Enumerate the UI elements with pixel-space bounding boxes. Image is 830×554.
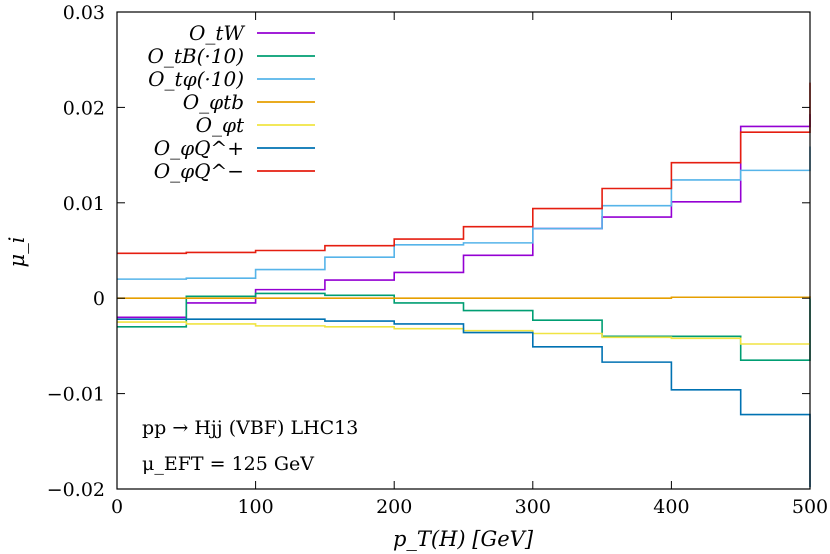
y-tick-label-5: 0.03 <box>63 2 105 24</box>
plot-frame <box>116 11 811 490</box>
legend-label-5: O_φQ^+ <box>154 136 244 160</box>
legend-label-0: O_tW <box>189 21 245 45</box>
series-line-3 <box>117 296 811 299</box>
legend-label-2: O_tφ(·10) <box>148 67 244 91</box>
x-tick-label-0: 0 <box>111 496 123 518</box>
series-line-6 <box>117 82 811 255</box>
y-tick-label-2: 0 <box>93 288 105 310</box>
annotation-process: pp → Hjj (VBF) LHC13 <box>142 417 358 439</box>
series-layer <box>117 82 811 488</box>
y-axis-title: μ_i <box>5 237 29 268</box>
x-tick-label-4: 400 <box>653 496 689 518</box>
y-tick-label-3: 0.01 <box>63 193 105 215</box>
legend-label-4: O_φt <box>196 113 245 137</box>
x-tick-label-2: 200 <box>376 496 412 518</box>
annotation-scale: μ_EFT = 125 GeV <box>142 453 314 475</box>
ticks-layer: 0 100 200 300 400 500 −0.02 −0.01 0 0.01 0.02 0.03 <box>47 2 828 518</box>
y-tick-label-1: −0.01 <box>47 384 105 406</box>
y-tick-label-4: 0.02 <box>63 97 105 119</box>
legend: O_tWO_tB(·10)O_tφ(·10)O_φtbO_φtO_φQ^+O_φ… <box>147 21 315 183</box>
x-axis-title: p_T(H) [GeV] <box>393 527 534 551</box>
x-tick-label-3: 300 <box>515 496 551 518</box>
legend-label-6: O_φQ^− <box>154 159 244 183</box>
y-tick-label-0: −0.02 <box>47 479 105 501</box>
series-line-1 <box>117 292 811 362</box>
x-tick-label-5: 500 <box>792 496 828 518</box>
series-line-2 <box>117 146 811 280</box>
x-tick-label-1: 100 <box>237 496 273 518</box>
legend-label-1: O_tB(·10) <box>147 44 244 68</box>
series-line-5 <box>117 318 811 488</box>
legend-label-3: O_φtb <box>183 90 244 114</box>
